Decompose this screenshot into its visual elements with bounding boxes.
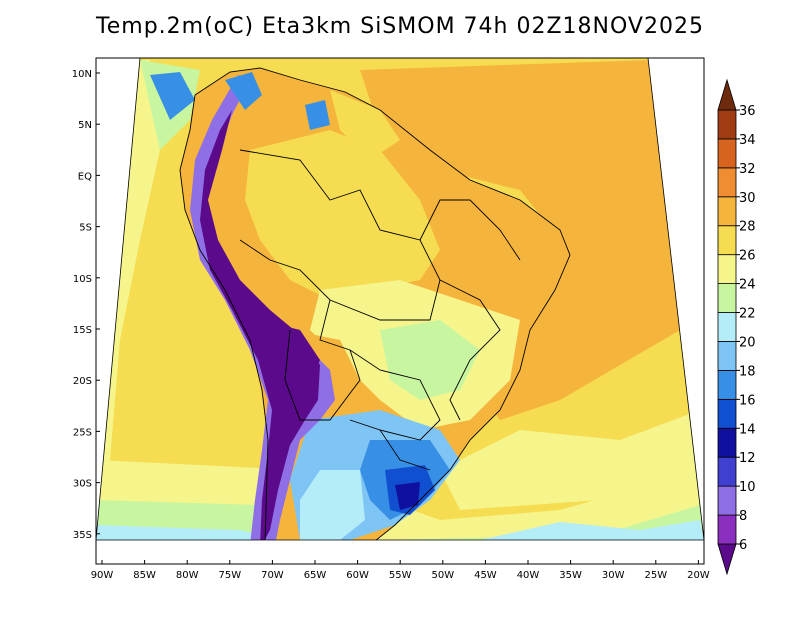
colorbar-label: 6	[739, 538, 747, 553]
lon-tick-label: 70W	[261, 570, 284, 581]
colorbar-bin	[717, 485, 737, 516]
lat-tick-label: EQ	[78, 171, 92, 182]
colorbar-bin	[717, 254, 737, 285]
longitude-axis: 90W 85W 80W 75W 70W 65W 60W 55W 50W 45W 40W 35W 30W 2…	[91, 560, 710, 581]
lon-tick-label: 65W	[304, 570, 327, 581]
colorbar-label: 14	[739, 422, 756, 437]
lon-tick-label: 50W	[431, 570, 454, 581]
temperature-field	[96, 58, 704, 540]
lon-tick-label: 30W	[602, 570, 625, 581]
lat-tick-label: 5N	[78, 120, 92, 131]
colorbar-label: 32	[739, 162, 756, 177]
colorbar-label: 20	[739, 335, 756, 350]
colorbar-bin	[717, 427, 737, 458]
colorbar-label: 36	[739, 104, 756, 119]
colorbar-bin	[717, 341, 737, 371]
lon-tick-label: 90W	[91, 570, 114, 581]
colorbar-bin	[717, 456, 737, 487]
latitude-axis: 10N 5N EQ 5S 10S 15S 20S 25S 30S 35S	[72, 69, 100, 541]
warm-atlantic	[360, 60, 680, 420]
colorbar-bin	[717, 167, 737, 198]
lat-tick-label: 25S	[73, 427, 92, 438]
map-title: Temp.2m(oC) Eta3km SiSMOM 74h 02Z18NOV20…	[96, 14, 704, 39]
lon-tick-label: 25W	[644, 570, 667, 581]
colorbar-label: 28	[739, 220, 756, 235]
lat-tick-label: 30S	[73, 479, 92, 490]
lat-tick-label: 20S	[73, 376, 92, 387]
colorbar-label: 22	[739, 307, 756, 322]
colorbar-max-arrow	[717, 78, 737, 111]
colorbar: 6 8 10 12 14 16 18 20 22 24 26 28 30 32 34 36	[717, 78, 756, 576]
colorbar-label: 26	[739, 249, 756, 264]
lon-tick-label: 20W	[687, 570, 710, 581]
colorbar-bin	[717, 196, 737, 227]
lat-tick-label: 5S	[79, 223, 92, 234]
colorbar-bin	[717, 138, 737, 169]
colorbar-label: 12	[739, 451, 756, 466]
lon-tick-label: 55W	[389, 570, 412, 581]
colorbar-label: 16	[739, 393, 756, 408]
colorbar-bin	[717, 514, 737, 545]
lon-tick-label: 45W	[474, 570, 497, 581]
colorbar-min-arrow	[717, 543, 737, 576]
country-borders	[179, 67, 571, 540]
lat-tick-label: 15S	[73, 325, 92, 336]
colorbar-label: 10	[739, 480, 756, 495]
lon-tick-label: 60W	[346, 570, 369, 581]
lon-tick-label: 75W	[218, 570, 241, 581]
lon-tick-label: 85W	[133, 570, 156, 581]
colorbar-bin	[717, 283, 737, 313]
colorbar-label: 30	[739, 191, 756, 206]
colorbar-bin	[717, 369, 737, 400]
lat-tick-label: 35S	[73, 530, 92, 541]
lon-tick-label: 40W	[517, 570, 540, 581]
lat-tick-label: 10S	[73, 274, 92, 285]
colorbar-label: 8	[739, 509, 747, 524]
colorbar-bin	[717, 398, 737, 429]
colorbar-label: 34	[739, 133, 756, 148]
lon-tick-label: 80W	[176, 570, 199, 581]
lon-tick-label: 35W	[559, 570, 582, 581]
colorbar-label: 24	[739, 278, 756, 293]
colorbar-bin	[717, 225, 737, 256]
colorbar-bin	[717, 109, 737, 140]
colorbar-bin	[717, 312, 737, 342]
lat-tick-label: 10N	[72, 69, 92, 80]
colorbar-label: 18	[739, 364, 756, 379]
